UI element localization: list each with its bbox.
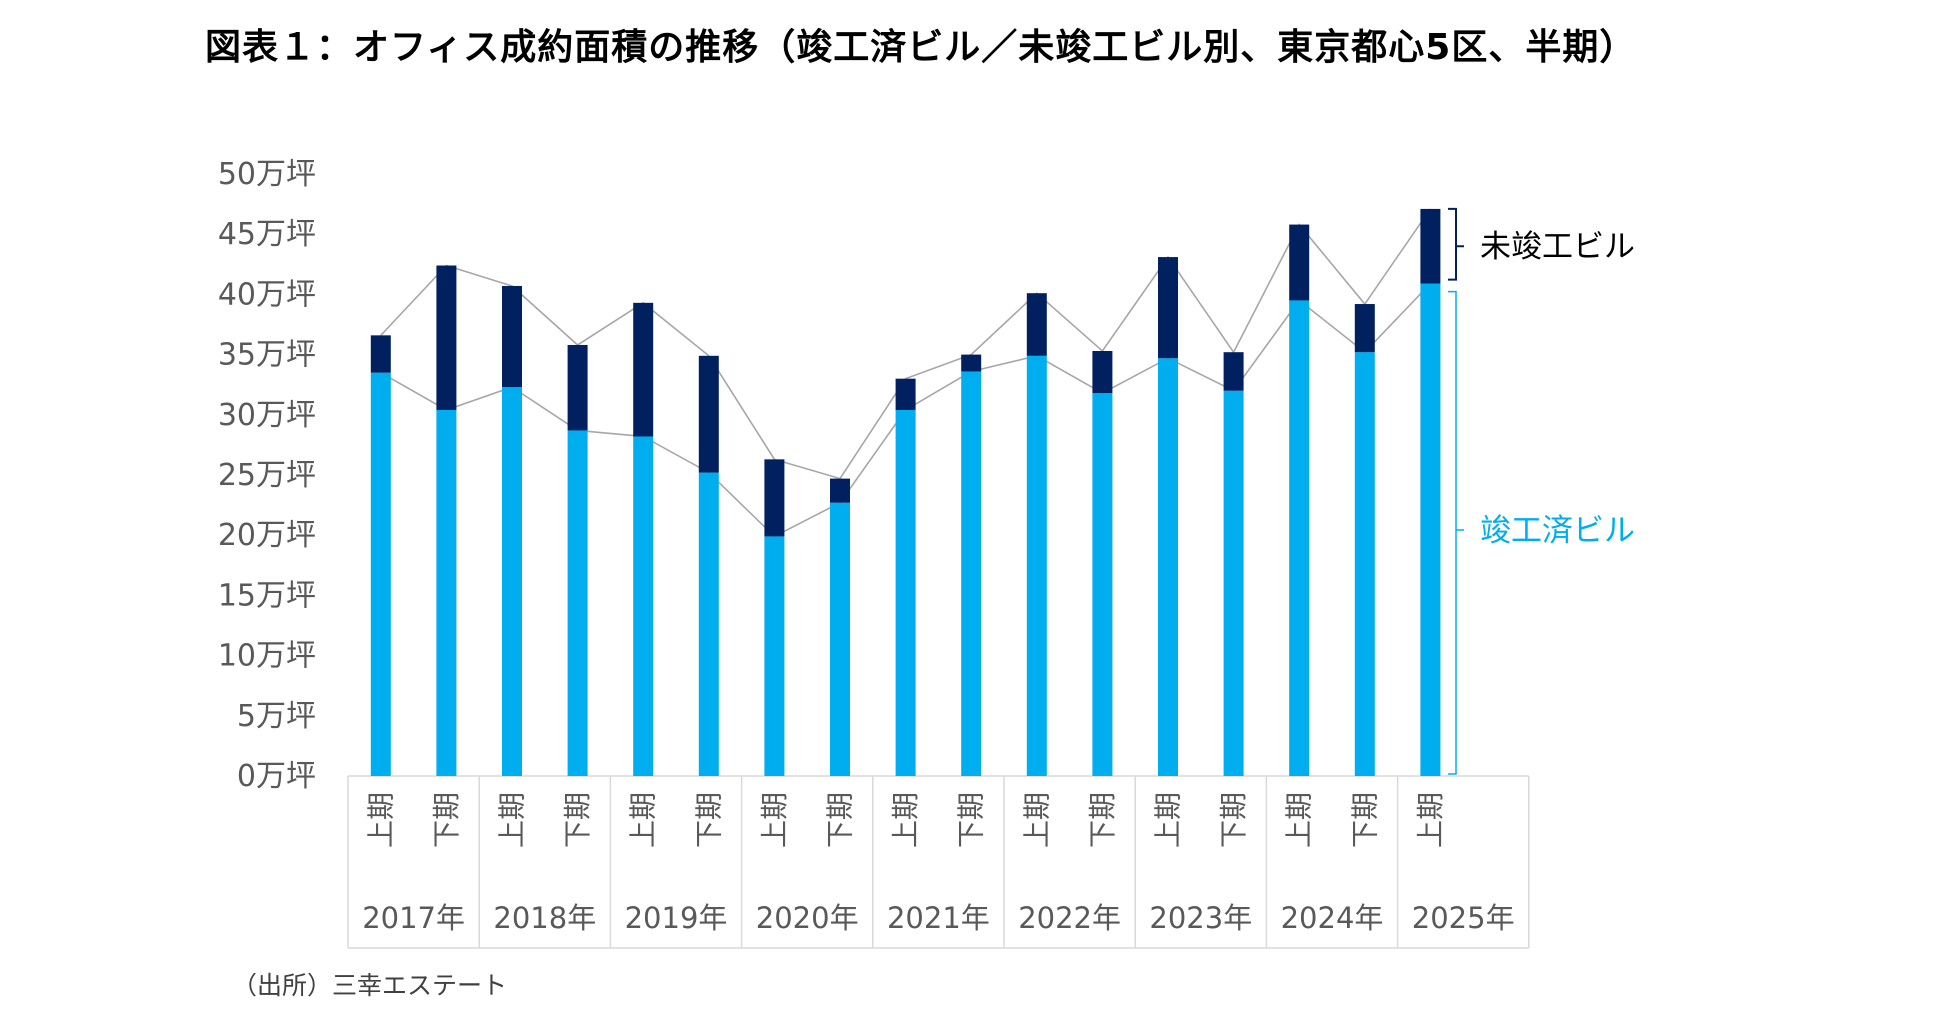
x-half-label: 下期 (1217, 792, 1250, 848)
bar-uncompleted (1158, 257, 1178, 359)
bar-completed (633, 436, 654, 776)
x-half-label: 下期 (430, 792, 463, 848)
bar-uncompleted (1026, 293, 1047, 356)
x-year-label: 2017年 (362, 901, 465, 935)
y-tick-label: 45万坪 (218, 217, 316, 252)
bar-completed (1289, 300, 1310, 776)
x-half-label: 下期 (1348, 792, 1381, 848)
bar-completed (370, 372, 391, 776)
bar-completed (1092, 393, 1113, 776)
bar-uncompleted (1354, 304, 1375, 353)
brace-uncompleted: 未竣工ビル (1448, 207, 1635, 281)
bar-uncompleted (502, 285, 522, 388)
bars (370, 208, 1441, 776)
bar-uncompleted (961, 354, 982, 372)
y-tick-label: 40万坪 (218, 277, 316, 312)
x-half-label: 上期 (364, 792, 397, 848)
bar-uncompleted (1420, 208, 1441, 284)
bar-uncompleted (567, 344, 588, 431)
bar-completed (502, 387, 522, 776)
bar-uncompleted (830, 478, 850, 503)
y-tick-label: 10万坪 (218, 639, 316, 674)
bar-completed (1158, 358, 1178, 776)
x-half-label: 上期 (1414, 792, 1447, 848)
bar-uncompleted (436, 265, 457, 410)
bar-completed (830, 502, 850, 776)
y-axis-labels: 0万坪 5万坪 10万坪 15万坪 20万坪 25万坪 30万坪 35万坪 40万坪 45万坪 50… (218, 157, 316, 794)
bar-uncompleted (895, 378, 916, 410)
x-half-label: 下期 (1086, 792, 1119, 848)
x-half-label: 上期 (627, 792, 660, 848)
x-half-label: 上期 (1152, 792, 1185, 848)
x-half-label: 上期 (1020, 792, 1053, 848)
x-year-label: 2022年 (1018, 901, 1121, 935)
bar-uncompleted (1289, 224, 1310, 301)
bar-completed (567, 430, 588, 776)
x-half-label: 上期 (889, 792, 922, 848)
x-half-label: 上期 (1283, 792, 1316, 848)
bar-completed (764, 536, 785, 776)
x-half-label: 上期 (496, 792, 529, 848)
bar-completed (1354, 352, 1375, 776)
x-half-label: 下期 (692, 792, 725, 848)
brace-completed-path (1448, 290, 1464, 775)
y-tick-label: 20万坪 (218, 518, 316, 553)
bar-completed (698, 472, 719, 776)
brace-uncompleted-path (1448, 207, 1464, 281)
bar-completed (1420, 283, 1441, 776)
source-note: （出所）三幸エステート (232, 971, 508, 1000)
y-tick-label: 15万坪 (218, 578, 316, 613)
bar-uncompleted (698, 355, 719, 473)
y-tick-label: 0万坪 (237, 759, 316, 794)
y-tick-label: 30万坪 (218, 398, 316, 433)
y-tick-label: 5万坪 (237, 699, 316, 734)
x-year-label: 2025年 (1412, 901, 1515, 935)
x-year-label: 2018年 (493, 901, 596, 935)
x-year-label: 2019年 (625, 901, 728, 935)
bar-completed (436, 409, 457, 776)
bar-uncompleted (633, 302, 654, 437)
bar-completed (1026, 355, 1047, 776)
y-tick-label: 50万坪 (218, 157, 316, 192)
x-year-label: 2024年 (1281, 901, 1384, 935)
bar-completed (1223, 390, 1244, 776)
x-half-label: 下期 (824, 792, 857, 848)
legend-label-completed: 竣工済ビル (1480, 513, 1635, 549)
bar-uncompleted (370, 335, 391, 373)
legend-label-uncompleted: 未竣工ビル (1480, 229, 1635, 265)
bar-completed (961, 371, 982, 776)
x-half-label: 下期 (561, 792, 594, 848)
x-year-label: 2023年 (1149, 901, 1252, 935)
y-tick-label: 35万坪 (218, 338, 316, 373)
x-half-label: 上期 (758, 792, 791, 848)
brace-completed: 竣工済ビル (1448, 290, 1635, 775)
y-tick-label: 25万坪 (218, 458, 316, 493)
bar-uncompleted (1092, 350, 1113, 394)
chart-title: 図表１：オフィス成約面積の推移（竣工済ビル／未竣工ビル別、東京都心5区、半期） (205, 27, 1637, 68)
bar-uncompleted (764, 459, 785, 537)
x-half-label: 下期 (955, 792, 988, 848)
x-year-label: 2021年 (887, 901, 990, 935)
bar-completed (895, 409, 916, 776)
x-year-label: 2020年 (756, 901, 859, 935)
bar-uncompleted (1223, 352, 1244, 391)
